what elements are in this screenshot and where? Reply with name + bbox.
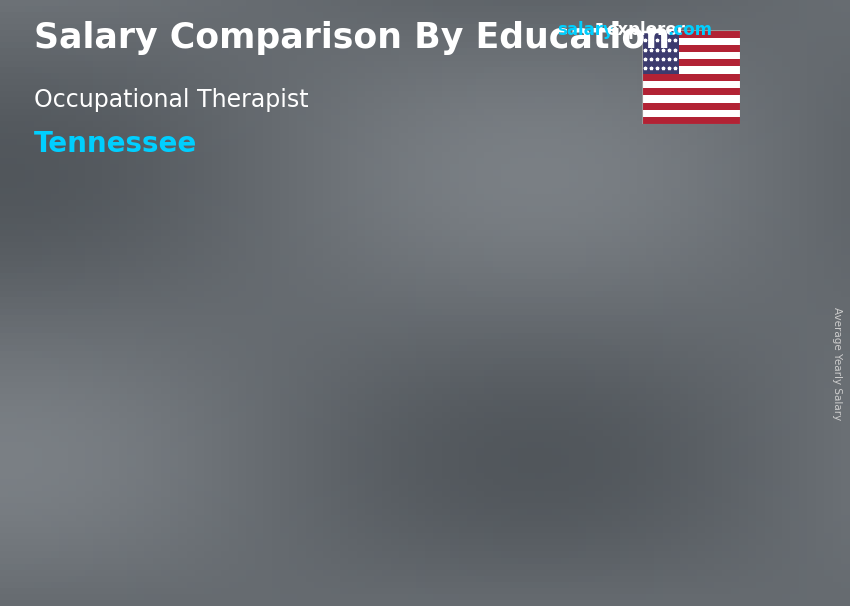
Polygon shape [446, 241, 611, 533]
Text: salary: salary [557, 21, 614, 39]
Text: Master's Degree: Master's Degree [441, 571, 634, 591]
Bar [642, 102, 740, 110]
Polygon shape [446, 221, 647, 241]
Text: explorer: explorer [606, 21, 685, 39]
Polygon shape [611, 221, 647, 533]
Bar [642, 88, 740, 95]
Text: 171,000 USD: 171,000 USD [471, 191, 622, 211]
Bar [642, 117, 740, 124]
Bar [642, 30, 679, 74]
Polygon shape [326, 362, 363, 533]
Polygon shape [162, 382, 326, 533]
Bar [642, 95, 740, 102]
Text: .com: .com [667, 21, 712, 39]
Text: Tennessee: Tennessee [34, 130, 197, 158]
Polygon shape [162, 362, 363, 382]
Text: +93%: +93% [336, 308, 452, 342]
Bar [642, 30, 740, 38]
Bar [642, 59, 740, 67]
Bar [642, 81, 740, 88]
Bar [642, 38, 740, 45]
Bar [642, 52, 740, 59]
Text: 88,400 USD: 88,400 USD [167, 332, 304, 352]
Bar [642, 45, 740, 52]
Text: Bachelor's Degree: Bachelor's Degree [146, 571, 360, 591]
Bar [642, 74, 740, 81]
Bar [642, 110, 740, 117]
Text: Occupational Therapist: Occupational Therapist [34, 88, 309, 112]
Text: Average Yearly Salary: Average Yearly Salary [832, 307, 842, 420]
Bar [642, 67, 740, 74]
Text: Salary Comparison By Education: Salary Comparison By Education [34, 21, 670, 55]
